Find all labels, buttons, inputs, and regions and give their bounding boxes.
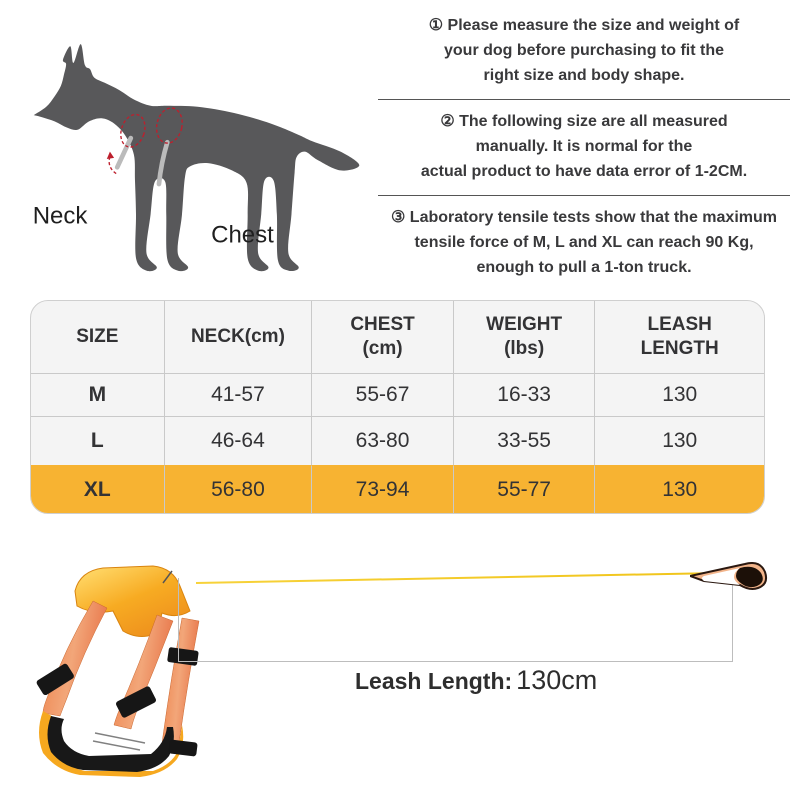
svg-text:Neck: Neck — [33, 203, 89, 230]
svg-text:Chest: Chest — [211, 221, 274, 248]
